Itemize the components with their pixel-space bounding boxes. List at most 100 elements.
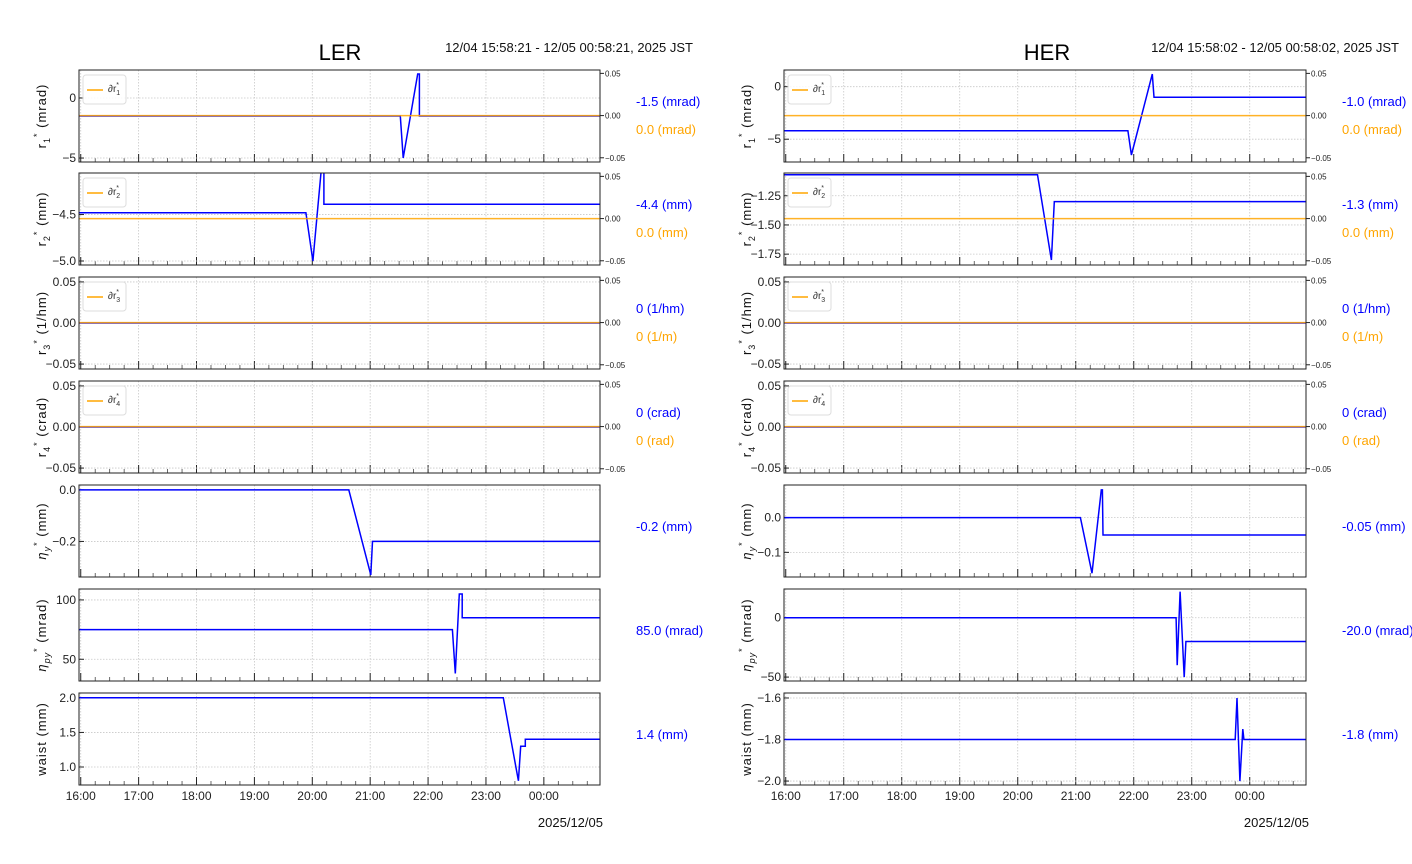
y-label-star: * <box>32 541 42 546</box>
legend-label: ∂r3* <box>108 289 120 304</box>
x-tick-label: 22:00 <box>1119 789 1149 803</box>
y-label-star: * <box>737 339 747 344</box>
right-y-tick-label: −0.05 <box>1311 154 1332 163</box>
legend-base: ∂r <box>813 84 822 95</box>
plot-frame <box>78 276 601 370</box>
legend-star: * <box>116 289 119 296</box>
legend-star: * <box>116 185 119 192</box>
x-tick-label: 19:00 <box>239 789 269 803</box>
y-label-unit: (mrad) <box>739 598 754 642</box>
y-label-unit: (mm) <box>739 502 754 536</box>
x-tick-label: 00:00 <box>1235 789 1265 803</box>
readout-blue: -0.2 (mm) <box>636 519 692 534</box>
panel-waist: 2.0 1.5 1.0 waist (mm) 1.4 (mm) 16:00 17:00 18:… <box>34 691 688 803</box>
time-range: 12/04 15:58:21 - 12/05 00:58:21, 2025 JS… <box>445 40 693 55</box>
right-y-tick-label: −0.05 <box>605 154 626 163</box>
y-label-base: η <box>739 551 754 559</box>
y-tick-label: −0.05 <box>751 357 782 371</box>
y-tick-label: −5 <box>62 151 76 165</box>
y-label-star: * <box>737 541 747 546</box>
panel-r2*: −4.5−5.00.050.00−0.05∂r2*r2* (mm) -4.4 (m… <box>32 172 692 268</box>
legend-sub: 3 <box>821 297 825 304</box>
panel-ηy*: 0.0 −0.1ηy* (mm) -0.05 (mm) <box>737 484 1406 578</box>
y-label-base: r <box>34 143 49 148</box>
x-tick-label: 20:00 <box>1003 789 1033 803</box>
series-line-r2* <box>79 173 600 262</box>
x-tick-label: 20:00 <box>297 789 327 803</box>
y-label-sub: 1 <box>747 137 757 143</box>
y-tick-label: −1.75 <box>751 247 782 261</box>
y-tick-label: −1.50 <box>751 218 782 232</box>
readout-orange: 0.0 (mrad) <box>636 122 696 137</box>
right-y-tick-label: 0.05 <box>1311 69 1327 78</box>
y-tick-label: 100 <box>56 593 76 607</box>
readout-orange: 0.0 (mm) <box>636 225 688 240</box>
y-label-base: r <box>739 350 754 355</box>
right-y-tick-label: 0.00 <box>1311 215 1327 224</box>
legend: ∂r2* <box>787 177 832 208</box>
legend-base: ∂r <box>813 395 822 406</box>
y-tick-label: 2.0 <box>59 691 76 705</box>
plot-frame <box>783 172 1307 266</box>
her-chart: HER 12/04 15:58:02 - 12/05 00:58:02, 2025… <box>737 40 1412 830</box>
y-tick-label: −4.5 <box>52 208 76 222</box>
panel-r1*: 0−50.050.00−0.05∂r1*r1* (mrad) -1.0 (mrad… <box>737 69 1406 162</box>
legend: ∂r4* <box>82 385 127 416</box>
y-label-sub: 1 <box>42 137 52 143</box>
legend-label: ∂r4* <box>108 393 120 408</box>
plot-frame <box>78 380 601 474</box>
y-label-sub: 3 <box>747 344 757 350</box>
legend-base: ∂r <box>108 395 117 406</box>
y-label-base: η <box>739 663 754 671</box>
legend-sub: 4 <box>116 401 120 408</box>
y-label-base: η <box>34 663 49 671</box>
y-label-unit: (mm) <box>739 702 754 736</box>
chart-title: LER <box>319 40 362 65</box>
y-tick-label: 0.00 <box>758 316 782 330</box>
right-y-tick-label: −0.05 <box>1311 361 1332 370</box>
y-axis-label: ηy* (mm) <box>737 502 757 559</box>
legend-base: ∂r <box>108 291 117 302</box>
right-y-tick-label: 0.00 <box>1311 112 1327 121</box>
y-tick-label: −0.05 <box>751 461 782 475</box>
panel-r4*: 0.050.00−0.050.050.00−0.05∂r4*r4* (crad)… <box>737 379 1387 475</box>
legend-box <box>787 281 832 312</box>
legend-label: ∂r1* <box>108 82 120 97</box>
right-y-tick-label: 0.00 <box>605 319 621 328</box>
y-label-base: r <box>739 241 754 246</box>
y-tick-label: −50 <box>761 670 782 684</box>
x-tick-label: 17:00 <box>124 789 154 803</box>
series-line-ηpy* <box>79 593 600 674</box>
series-line-r1* <box>784 73 1306 156</box>
plot-frame <box>783 588 1307 682</box>
legend-star: * <box>821 289 824 296</box>
series-line-waist <box>79 697 600 781</box>
y-tick-label: −5 <box>767 132 781 146</box>
legend: ∂r3* <box>787 281 832 312</box>
plot-frame <box>783 484 1307 578</box>
legend: ∂r1* <box>787 74 832 105</box>
panel-ηy*: 0.0 −0.2ηy* (mm) -0.2 (mm) <box>32 483 692 578</box>
readout-orange: 0.0 (mrad) <box>1342 122 1402 137</box>
y-label-unit: (1/hm) <box>739 291 754 335</box>
y-label-star: * <box>737 133 747 138</box>
legend-box <box>787 74 832 105</box>
legend-box <box>82 281 127 312</box>
x-tick-label: 23:00 <box>1177 789 1207 803</box>
y-tick-label: 1.5 <box>59 725 76 739</box>
y-tick-label: −0.1 <box>757 545 781 559</box>
right-y-tick-label: 0.05 <box>605 172 621 181</box>
legend-label: ∂r3* <box>813 289 825 304</box>
legend-label: ∂r4* <box>813 393 825 408</box>
y-axis-label: ηpy* (mrad) <box>737 598 757 671</box>
readout-blue: 0 (crad) <box>1342 405 1387 420</box>
readout-orange: 0 (rad) <box>1342 433 1380 448</box>
x-tick-label: 21:00 <box>1061 789 1091 803</box>
legend: ∂r2* <box>82 177 127 208</box>
right-y-tick-label: 0.05 <box>1311 380 1327 389</box>
y-tick-label: 0.05 <box>758 275 782 289</box>
legend-label: ∂r2* <box>813 185 825 200</box>
y-label-base: r <box>739 452 754 457</box>
y-tick-label: 0.05 <box>53 379 77 393</box>
legend-sub: 2 <box>116 193 120 200</box>
